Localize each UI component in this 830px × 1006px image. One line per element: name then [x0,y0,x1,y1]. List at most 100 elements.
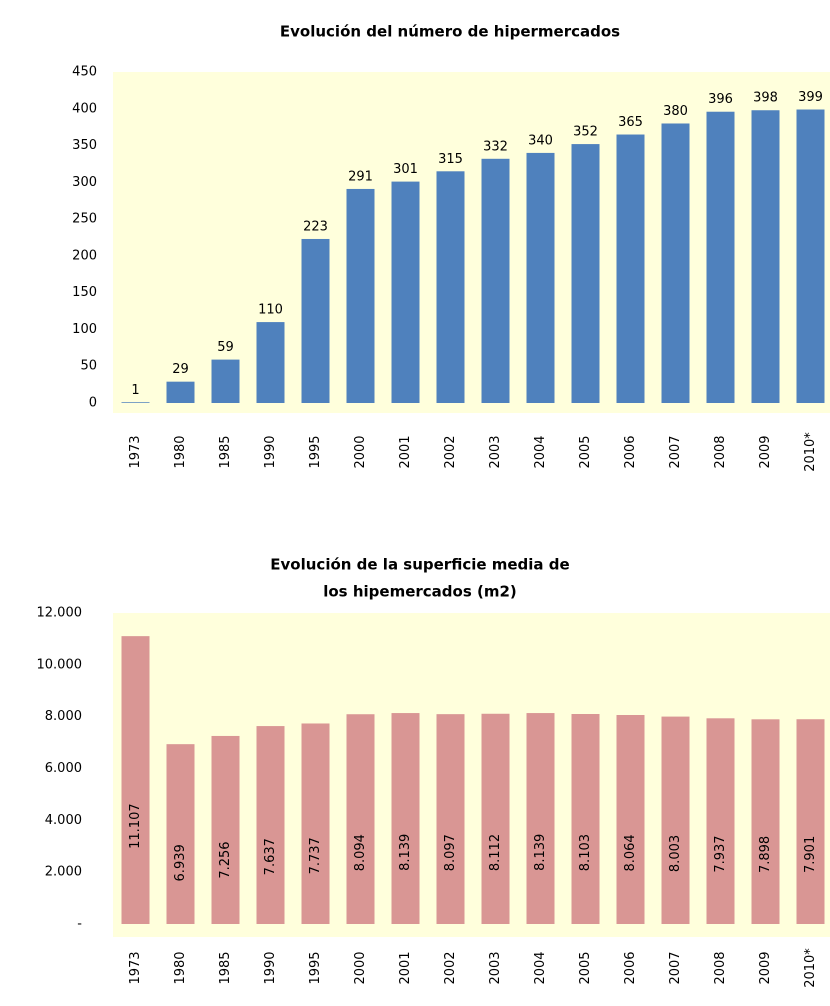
data-label: 59 [217,340,234,355]
x-tick-label: 1990 [263,435,278,468]
x-tick-label: 2001 [398,435,413,468]
data-label: 7.937 [713,835,728,872]
bar [616,715,645,924]
data-label: 8.103 [578,834,593,871]
x-tick-label: 2000 [353,951,368,984]
bar [391,713,420,924]
data-label: 352 [573,125,598,140]
data-label: 8.097 [443,834,458,871]
bar [571,144,600,403]
x-tick-label: 2005 [578,435,593,468]
x-tick-label: 2009 [758,951,773,984]
data-label: 6.939 [173,844,188,881]
x-tick-label: 2010* [803,948,818,988]
data-label: 223 [303,219,328,234]
data-label: 398 [753,91,778,106]
bar [121,636,150,924]
x-tick-label: 2000 [353,435,368,468]
y-tick-label: 450 [72,65,97,80]
data-label: 8.094 [353,834,368,871]
y-tick-label: 300 [72,175,97,190]
data-label: 340 [528,133,553,148]
data-label: 7.737 [308,837,323,874]
data-label: 1 [131,383,139,398]
data-label: 7.898 [758,836,773,873]
bar [751,110,780,403]
chart-title: Evolución de la superficie media de [270,556,569,574]
chart-title: los hipemercados (m2) [323,583,517,601]
x-tick-label: 2005 [578,951,593,984]
data-label: 8.112 [488,834,503,871]
bar [256,322,285,403]
bar [121,402,150,403]
x-tick-label: 2004 [533,951,548,984]
bar [796,719,825,924]
data-label: 301 [393,162,418,177]
data-label: 29 [172,362,189,377]
y-tick-label: 150 [72,285,97,300]
bar [751,719,780,924]
bar [391,181,420,403]
x-tick-label: 1985 [218,435,233,468]
bar [301,723,330,924]
data-label: 110 [258,303,283,318]
data-label: 11.107 [128,803,143,849]
data-label: 332 [483,139,508,154]
bar [481,713,510,924]
data-label: 7.901 [803,836,818,873]
chart-title: Evolución del número de hipermercados [280,23,620,41]
bar [436,171,465,403]
y-tick-label: 350 [72,138,97,153]
x-tick-label: 2002 [443,951,458,984]
x-tick-label: 2003 [488,951,503,984]
x-tick-label: 1995 [308,951,323,984]
data-label: 7.256 [218,841,233,878]
data-label: 8.003 [668,835,683,872]
y-tick-label: 2.000 [45,865,82,880]
bar [796,109,825,403]
bar [661,716,690,924]
x-tick-label: 2003 [488,435,503,468]
x-tick-label: 2002 [443,435,458,468]
bar [526,713,555,924]
x-tick-label: 2004 [533,435,548,468]
y-tick-label: 12.000 [37,606,83,621]
bar [616,134,645,403]
x-tick-label: 1980 [173,435,188,468]
y-tick-label: 10.000 [37,657,83,672]
x-tick-label: 1973 [128,435,143,468]
data-label: 8.064 [623,834,638,871]
data-label: 380 [663,104,688,119]
x-tick-label: 1973 [128,951,143,984]
x-tick-label: 1985 [218,951,233,984]
x-tick-label: 2008 [713,435,728,468]
y-tick-label: - [77,917,82,932]
y-tick-label: 100 [72,322,97,337]
x-tick-label: 2007 [668,951,683,984]
x-tick-label: 2008 [713,951,728,984]
bar [211,359,240,403]
bar [706,111,735,403]
bar [301,238,330,403]
bar [166,744,195,924]
data-label: 8.139 [398,834,413,871]
bar [661,123,690,403]
y-tick-label: 250 [72,212,97,227]
bar [346,188,375,403]
y-tick-label: 4.000 [45,813,82,828]
data-label: 8.139 [533,834,548,871]
bar [166,381,195,403]
y-tick-label: 0 [89,396,97,411]
bar [346,714,375,924]
bar [481,158,510,403]
y-tick-label: 400 [72,101,97,116]
x-tick-label: 2010* [803,432,818,472]
x-tick-label: 2009 [758,435,773,468]
y-tick-label: 6.000 [45,761,82,776]
x-tick-label: 1995 [308,435,323,468]
bar [526,152,555,403]
data-label: 291 [348,169,373,184]
x-tick-label: 2006 [623,951,638,984]
data-label: 7.637 [263,838,278,875]
